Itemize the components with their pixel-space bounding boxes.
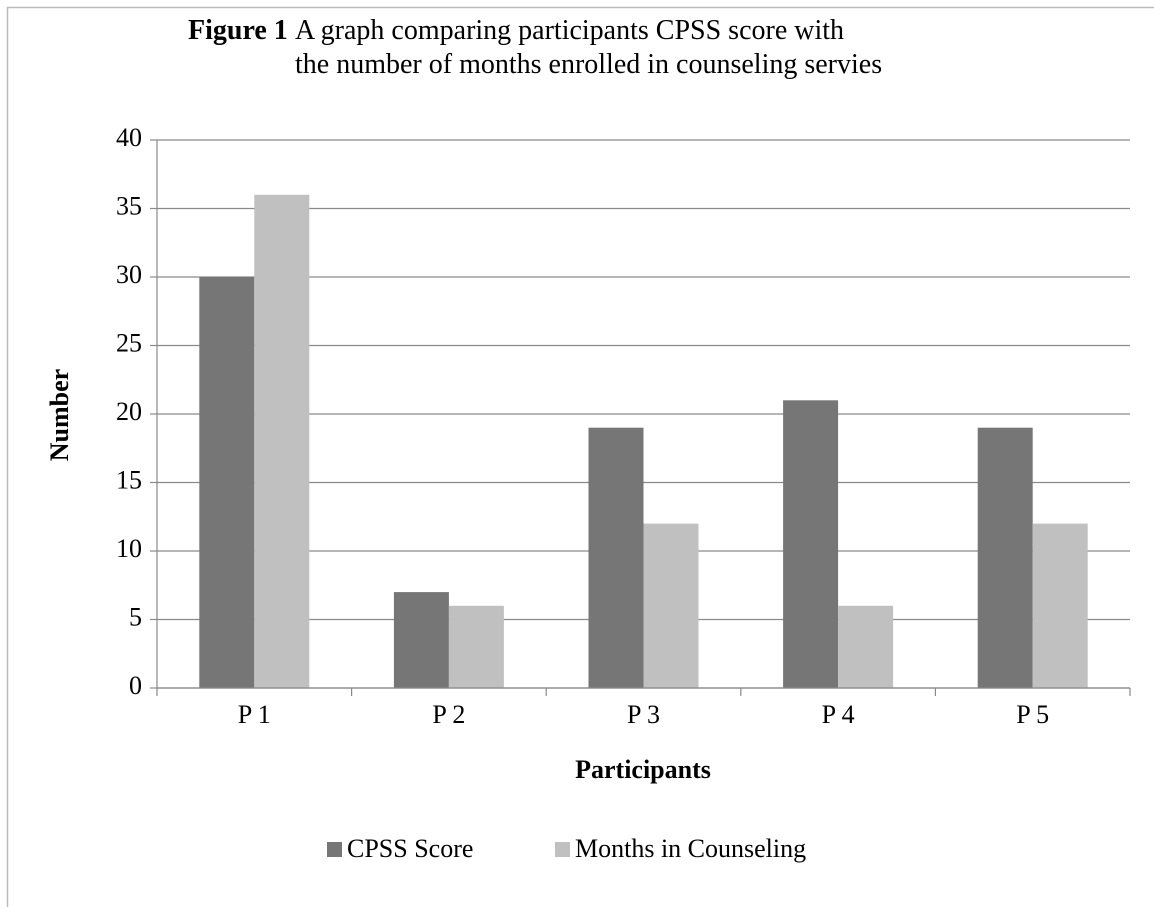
x-tick-label: P 4 [822,700,855,729]
bar [254,194,310,689]
bar [448,605,504,688]
bar [393,592,449,688]
y-tick-label: 15 [116,465,142,494]
title-block: Figure 1 A graph comparing participants … [188,14,1088,82]
bar [1032,523,1088,688]
x-tick-label: P 1 [238,700,271,729]
bar [783,400,839,688]
x-axis-label: Participants [575,755,711,784]
y-tick-label: 20 [116,397,142,426]
y-tick-label: 35 [116,191,142,220]
bar [588,427,644,688]
y-axis-label: Number [45,369,74,461]
x-tick-label: P 5 [1016,700,1049,729]
y-tick-label: 10 [116,534,142,563]
y-tick-label: 40 [116,123,142,152]
y-tick-label: 30 [116,260,142,289]
legend-label: CPSS Score [347,834,473,863]
legend-swatch [555,842,570,857]
figure-label: Figure 1 [188,15,288,46]
chart-title: A graph comparing participants CPSS scor… [295,15,883,80]
bar [838,605,894,688]
y-tick-label: 5 [129,602,142,631]
bar [643,523,699,688]
y-tick-label: 25 [116,328,142,357]
bar [199,277,255,688]
x-tick-label: P 2 [432,700,465,729]
chart-frame [6,6,1154,907]
legend-swatch [327,842,342,857]
legend-label: Months in Counseling [575,834,806,863]
y-tick-label: 0 [129,671,142,700]
bar [977,427,1033,688]
x-tick-label: P 3 [627,700,660,729]
